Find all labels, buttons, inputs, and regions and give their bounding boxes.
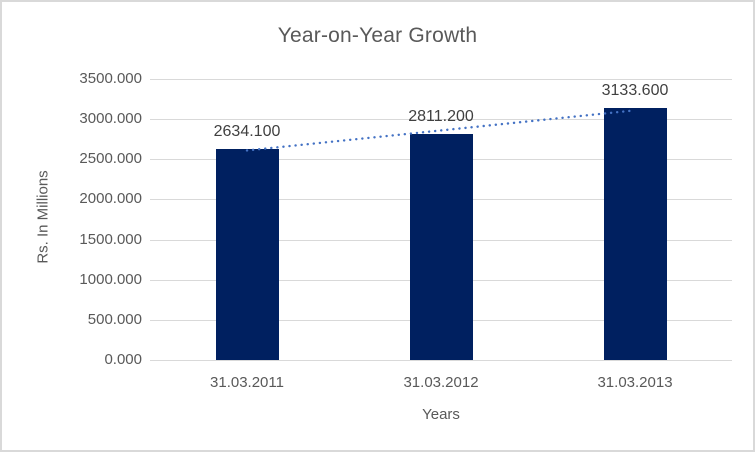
y-tick-label: 1000.000 — [79, 270, 142, 288]
chart-bar[interactable] — [409, 134, 473, 360]
gridline — [150, 79, 732, 80]
y-tick-label: 1500.000 — [79, 230, 142, 248]
y-tick-label: 3500.000 — [79, 70, 142, 87]
x-tick-label: 31.03.2011 — [210, 374, 284, 391]
x-tick-label: 31.03.2013 — [597, 374, 673, 391]
y-tick-label: 2000.000 — [79, 190, 142, 208]
x-tick-label: 31.03.2012 — [403, 374, 479, 391]
bar-value-label: 2811.200 — [408, 108, 474, 126]
gridline — [150, 119, 732, 121]
trendline[interactable] — [150, 79, 732, 360]
y-axis-title: Rs. In Millions — [34, 170, 52, 264]
y-tick-label: 0.000 — [104, 351, 142, 368]
plot-area — [150, 79, 732, 361]
gridline — [150, 360, 732, 361]
trendline-line[interactable] — [245, 109, 637, 152]
chart-bar[interactable] — [603, 108, 667, 360]
chart-bar[interactable] — [215, 148, 279, 360]
bar-value-label: 2634.100 — [213, 122, 281, 140]
y-tick-label: 2500.000 — [79, 150, 142, 168]
chart-title: Year-on-Year Growth — [277, 24, 478, 47]
y-tick-label: 3000.000 — [79, 110, 142, 128]
x-axis-title: Years — [422, 406, 460, 423]
y-tick-label: 500.000 — [87, 310, 142, 328]
bar-value-label: 3133.600 — [601, 82, 669, 100]
